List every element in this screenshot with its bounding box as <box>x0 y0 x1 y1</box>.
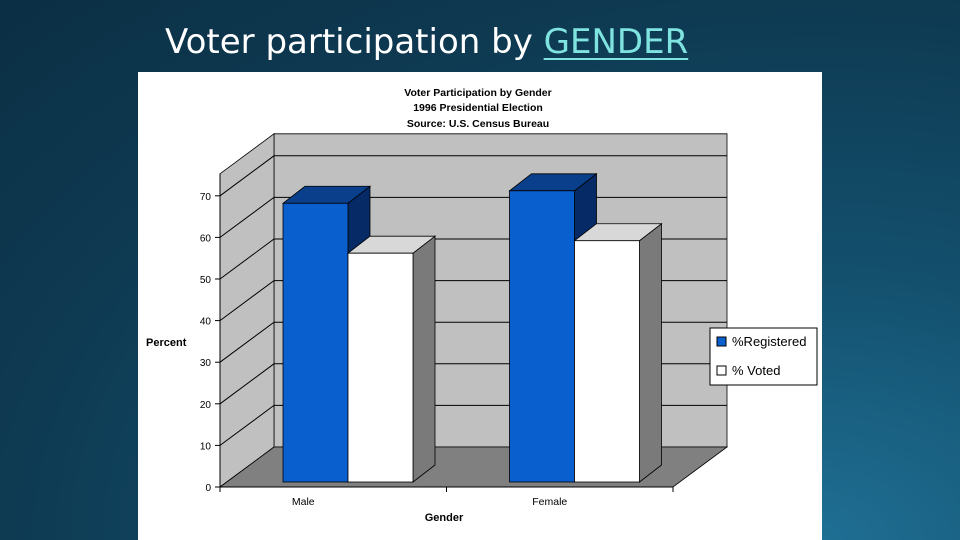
bar-front <box>347 252 414 483</box>
legend-box <box>709 327 818 386</box>
bar-side <box>639 222 662 483</box>
bar-front <box>509 190 575 483</box>
y-tick-label: 10 <box>200 441 212 452</box>
legend-label: % Voted <box>732 363 780 378</box>
bar-front <box>282 202 349 483</box>
chart-legend: %Registered % Voted <box>709 327 818 386</box>
side-wall <box>219 133 275 488</box>
chart-bars <box>281 172 663 483</box>
y-tick-label: 40 <box>200 317 212 328</box>
legend-swatch <box>716 365 727 376</box>
x-category-label: Female <box>532 496 567 508</box>
slide-title-text: Voter participation by <box>165 22 544 62</box>
bar-female-voted <box>573 222 663 483</box>
y-tick-label: 30 <box>200 358 212 369</box>
y-tick-label: 0 <box>205 483 211 494</box>
y-tick-label: 70 <box>200 192 212 203</box>
chart-title: Voter Participation by Gender 1996 Presi… <box>404 87 551 130</box>
chart-axes <box>219 173 674 492</box>
y-axis-ticks: 0 10 20 30 40 50 60 70 <box>200 192 220 494</box>
gridline <box>219 155 727 197</box>
chart-panel: Voter Participation by Gender 1996 Presi… <box>138 72 822 540</box>
y-tick-label: 20 <box>200 400 212 411</box>
chart-title-line-2: 1996 Presidential Election <box>413 102 543 114</box>
bar-side <box>412 235 436 483</box>
legend-swatch <box>716 336 727 347</box>
legend-label: %Registered <box>732 334 806 349</box>
slide-title: Voter participation by GENDER <box>165 22 688 62</box>
bar-male-voted <box>346 235 437 483</box>
y-tick-label: 50 <box>200 275 212 286</box>
bar-front <box>574 240 640 483</box>
bar-chart: Voter Participation by Gender 1996 Presi… <box>146 87 818 524</box>
slide-title-highlight: GENDER <box>543 22 689 62</box>
x-axis-categories: Male Female <box>292 496 568 508</box>
chart-title-line-3: Source: U.S. Census Bureau <box>407 118 549 130</box>
y-axis-label: Percent <box>146 337 187 349</box>
x-axis-label: Gender <box>425 512 464 524</box>
chart-title-line-1: Voter Participation by Gender <box>404 87 551 99</box>
x-category-label: Male <box>292 496 315 508</box>
y-tick-label: 60 <box>200 233 212 244</box>
